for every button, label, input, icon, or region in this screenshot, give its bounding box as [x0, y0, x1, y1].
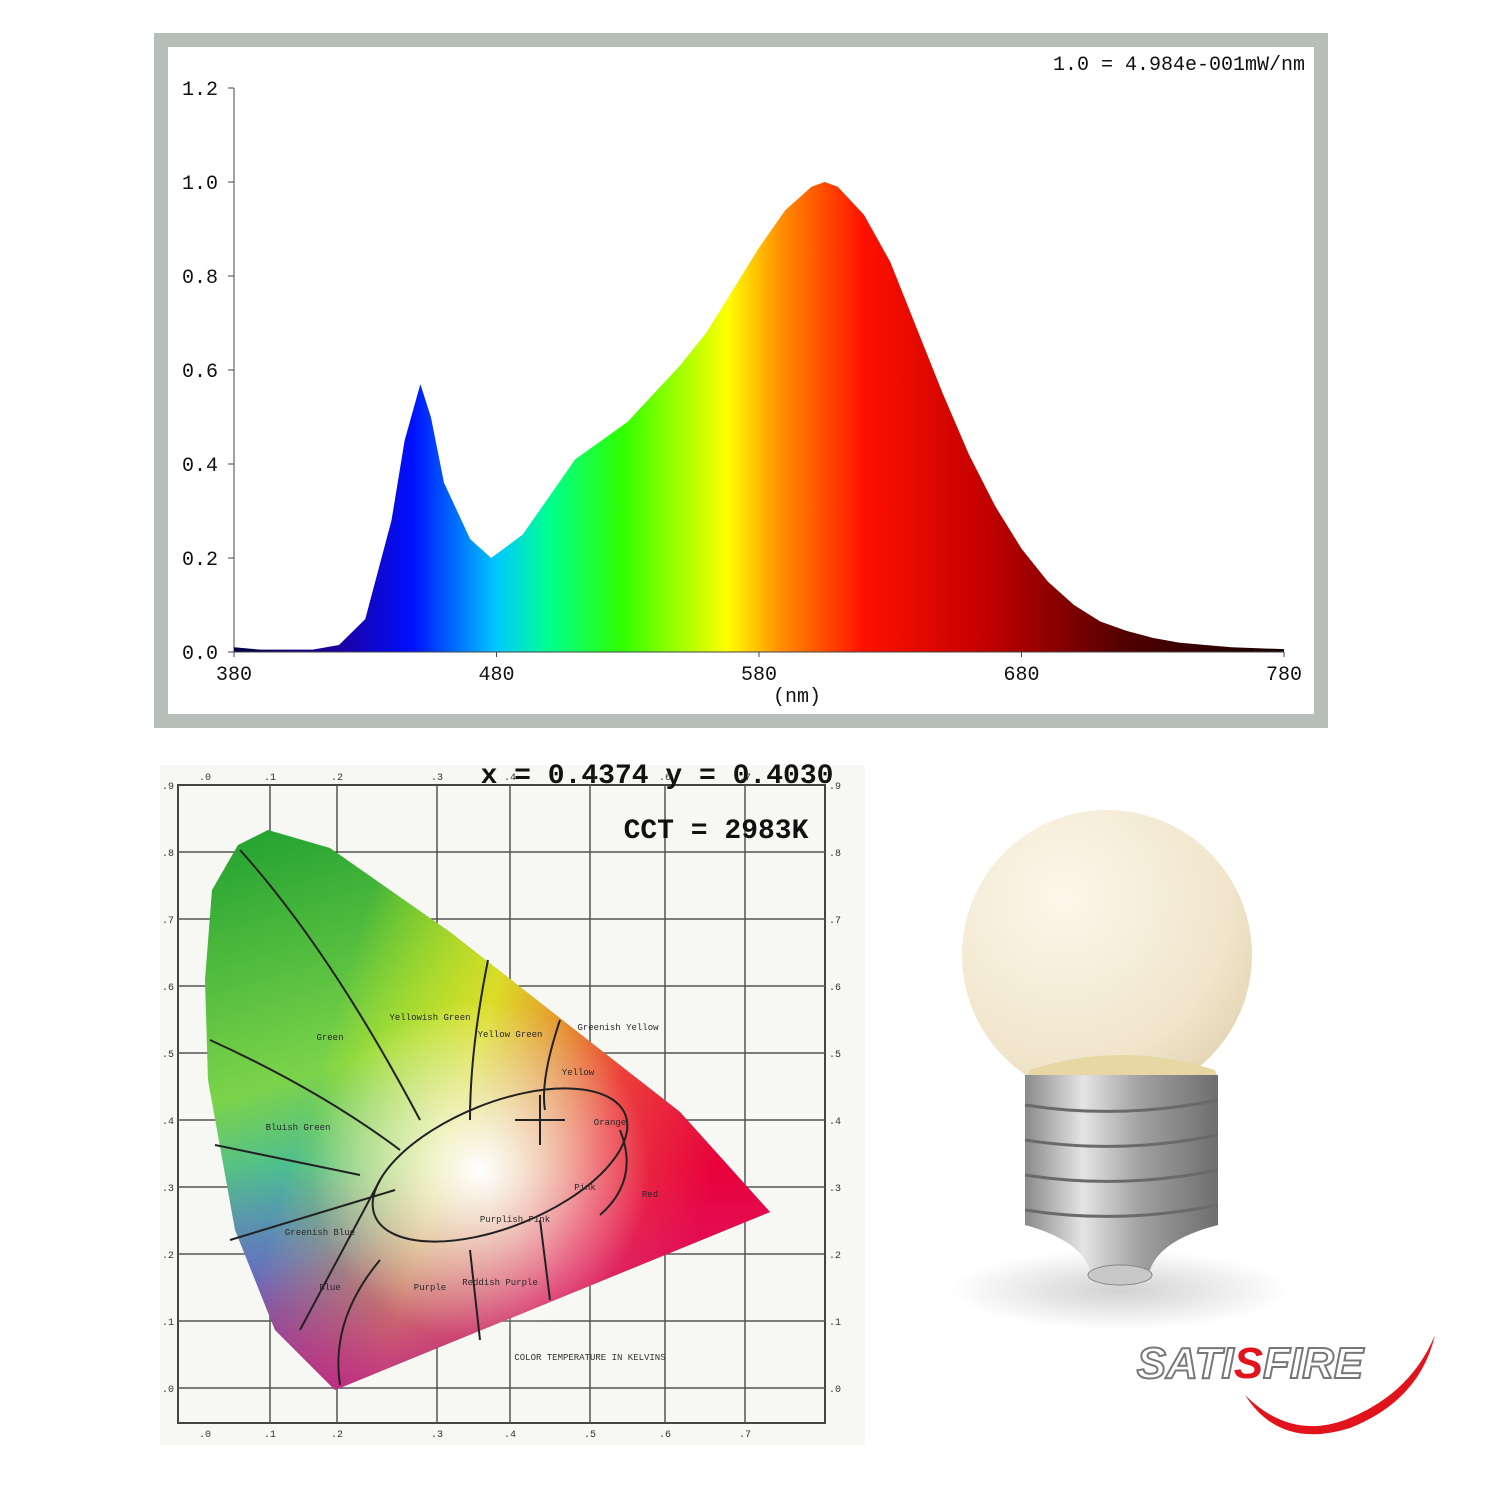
cie-region-label: Purple	[414, 1283, 446, 1293]
cie-region-label: Greenish Blue	[285, 1228, 355, 1238]
chromaticity: x = 0.4374 y = 0.4030	[481, 761, 834, 792]
cie-y-label: .8	[829, 849, 841, 860]
cie-x-label: .5	[584, 1430, 596, 1441]
bulb	[950, 810, 1290, 1330]
cie-y-label: .7	[162, 916, 174, 927]
cie-diagram: x = 0.4374 y = 0.4030 CCT = 2983K COLOR …	[160, 761, 865, 1445]
cie-region-label: Purplish Pink	[480, 1215, 550, 1225]
cie-y-label: .0	[829, 1385, 841, 1396]
cie-region-lines	[209, 849, 629, 1386]
cie-x-label: .7	[739, 1430, 751, 1441]
bulb-shadow	[950, 1250, 1290, 1330]
y-tick-label: 1.0	[182, 173, 218, 196]
x-tick-label: 780	[1266, 664, 1302, 687]
bulb-glass	[962, 810, 1252, 1100]
cie-x-label: .3	[431, 773, 443, 784]
x-tick-label: 480	[478, 664, 514, 687]
cie-white	[310, 1000, 650, 1340]
y-tick-label: 1.2	[182, 79, 218, 102]
cie-x-label: .1	[264, 773, 276, 784]
cie-x-label: .5	[584, 773, 596, 784]
cie-y-label: .2	[829, 1251, 841, 1262]
cie-region-label: Greenish Yellow	[577, 1023, 659, 1033]
logo: SATISFIRE	[1136, 1335, 1435, 1435]
cie-y-label: .7	[829, 916, 841, 927]
y-tick-label: 0.4	[182, 455, 218, 478]
logo-part: SATI	[1137, 1339, 1235, 1388]
y-tick-label: 0.0	[182, 643, 218, 666]
cie-x-label: .1	[264, 1430, 276, 1441]
y-tick-label: 0.6	[182, 361, 218, 384]
cie-x-label: .4	[504, 1430, 516, 1441]
logo-text: SATISFIRE	[1137, 1339, 1365, 1388]
cie-footer: COLOR TEMPERATURE IN KELVINS	[514, 1353, 665, 1363]
cie-region-label: Red	[642, 1190, 658, 1200]
cie-region-label: Blue	[319, 1283, 341, 1293]
cct: CCT = 2983K	[624, 816, 809, 847]
cie-y-label: .2	[162, 1251, 174, 1262]
cie-y-label: .0	[162, 1385, 174, 1396]
cie-y-label: .3	[162, 1184, 174, 1195]
bulb-threads	[1024, 1098, 1219, 1218]
cie-region-label: Reddish Purple	[462, 1278, 538, 1288]
cie-region-label: Orange	[594, 1118, 626, 1128]
cie-border	[177, 784, 826, 1424]
annotation: 1.0 = 4.984e-001mW/nm	[1053, 54, 1305, 77]
cie-y-label: .4	[829, 1117, 841, 1128]
y-tick-label: 0.2	[182, 549, 218, 572]
x-tick-label: 380	[216, 664, 252, 687]
cie-y-label: .1	[829, 1318, 841, 1329]
cie-region-label: Bluish Green	[266, 1123, 331, 1133]
logo-part: S	[1234, 1339, 1263, 1388]
cie-x-label: .0	[199, 1430, 211, 1441]
x-tick-label: 680	[1003, 664, 1039, 687]
cie-y-label: .5	[162, 1050, 174, 1061]
cie-x-label: .6	[659, 1430, 671, 1441]
cie-y-label: .8	[162, 849, 174, 860]
cie-y-label: .3	[829, 1184, 841, 1195]
cie-region-label: Yellowish Green	[389, 1013, 470, 1023]
bulb-base	[1025, 1075, 1218, 1270]
cie-x-label: .3	[431, 1430, 443, 1441]
y-tick-label: 0.8	[182, 267, 218, 290]
cie-region-label: Pink	[574, 1183, 596, 1193]
cie-region-label: Yellow Green	[478, 1030, 543, 1040]
cie-y-label: .5	[829, 1050, 841, 1061]
bulb-contact	[1087, 1264, 1153, 1286]
cie-y-label: .1	[162, 1318, 174, 1329]
cie-y-label: .4	[162, 1117, 174, 1128]
cie-x-label: .7	[739, 773, 751, 784]
cie-y-label: .9	[829, 782, 841, 793]
cie-y-label: .6	[162, 983, 174, 994]
cie-x-label: .2	[331, 773, 343, 784]
cie-region-label: Yellow	[562, 1068, 595, 1078]
cie-x-label: .0	[199, 773, 211, 784]
cie-x-label: .6	[659, 773, 671, 784]
x-axis-label: (nm)	[773, 686, 821, 709]
cie-region-label: Green	[316, 1033, 343, 1043]
x-tick-label: 580	[741, 664, 777, 687]
cie-x-label: .4	[504, 773, 516, 784]
spectrum-chart: 1.0 = 4.984e-001mW/nm (nm) 0.0 0.2 0.4 0.6 0…	[182, 54, 1305, 709]
cie-y-label: .9	[162, 782, 174, 793]
logo-part: FIRE	[1263, 1339, 1365, 1388]
bulb-neck	[1025, 1055, 1218, 1080]
cie-x-label: .2	[331, 1430, 343, 1441]
spectrum-area	[234, 182, 1284, 652]
cie-y-label: .6	[829, 983, 841, 994]
